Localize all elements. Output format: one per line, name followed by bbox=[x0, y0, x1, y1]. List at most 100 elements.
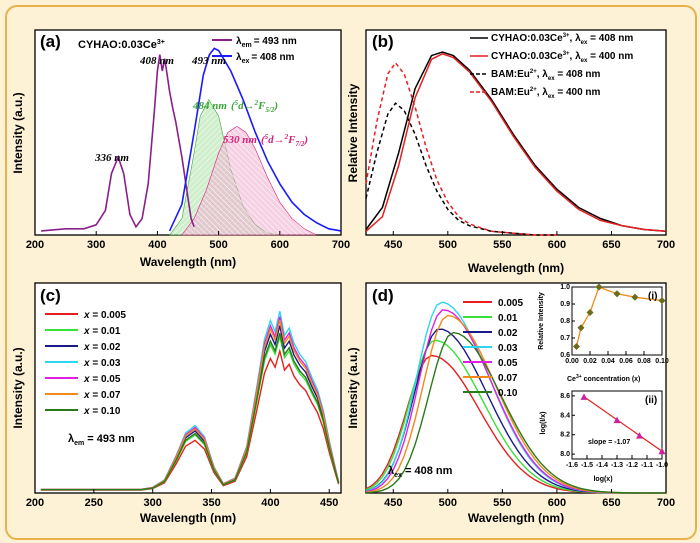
inset-ii-label: (ii) bbox=[645, 395, 657, 406]
inset-ii-x-tick-label: -1.6 bbox=[566, 462, 578, 469]
legend-value: = 0.07 bbox=[92, 390, 121, 401]
inset-ii-x-tick-label: -1.5 bbox=[581, 462, 593, 469]
legend-text: = 408 nm bbox=[555, 69, 601, 80]
inset-ii-annotation: slope = -1.07 bbox=[588, 439, 630, 446]
panel-c-x-tick-label: 200 bbox=[26, 497, 44, 509]
legend-text: , λ bbox=[570, 33, 582, 44]
panel-b-x-tick-label: 700 bbox=[657, 239, 675, 251]
annotation-408: 408 nm bbox=[139, 55, 174, 67]
inset-ii-x-tick-label: -1.4 bbox=[596, 462, 608, 469]
inset-i-xlabel: Ce3+ concentration (x) bbox=[567, 374, 640, 383]
panel-a-title: CYHAO:0.03Ce3+ bbox=[78, 39, 165, 51]
legend-var: x bbox=[83, 390, 92, 401]
panel-a-legend: λem = 493 nm λex = 408 nm bbox=[212, 36, 297, 65]
legend-sub: ex bbox=[548, 94, 555, 100]
legend-var: x bbox=[83, 358, 92, 369]
legend-text: CYHAO:0.03Ce bbox=[491, 33, 563, 44]
panel-c-x-tick-label: 300 bbox=[144, 497, 162, 509]
legend-value: = 0.05 bbox=[92, 374, 121, 385]
legend-text: BAM:Eu bbox=[491, 69, 530, 80]
panel-c-plot-area bbox=[34, 282, 342, 494]
panel-b-x-tick-label: 500 bbox=[439, 239, 457, 251]
panel-a-x-ticks: 200 300 400 500 600 700 bbox=[26, 231, 350, 251]
inset-ii-marker bbox=[636, 432, 643, 439]
panel-b-xlabel: Wavelength (nm) bbox=[468, 261, 564, 275]
panel-b-series bbox=[365, 51, 667, 236]
inset-i-x-tick-label: 0.02 bbox=[583, 358, 597, 365]
inset-i-marker bbox=[658, 297, 666, 305]
inset-ii-x-tick-label: -1.0 bbox=[656, 462, 668, 469]
panel-b: 450 500 550 600 650 700 (b) CYHAO:0.03Ce3+, λ… bbox=[346, 29, 675, 275]
panel-a-x-tick-label: 400 bbox=[148, 239, 166, 251]
panel-b-x-tick-label: 450 bbox=[384, 239, 402, 251]
inset-i-label: (i) bbox=[648, 291, 657, 302]
inset-i-ticks: 0.00 0.02 0.04 0.06 0.08 0.10 0.6 0.7 0.8 0.9 1.0 bbox=[560, 284, 669, 365]
inset-ii-ytick-label: 8.0 bbox=[560, 451, 570, 458]
legend-sup: 3+ bbox=[563, 51, 570, 57]
inset-ii-series bbox=[580, 393, 666, 455]
panel-d-x-ticks: 450 500 550 600 650 700 bbox=[384, 489, 675, 509]
panel-b-legend-label-4: BAM:Eu2+, λex = 400 nm bbox=[491, 87, 601, 100]
panel-c-x-tick-label: 400 bbox=[261, 497, 279, 509]
panel-b-legend-label-3: BAM:Eu2+, λex = 408 nm bbox=[491, 69, 601, 82]
legend-text: CYHAO:0.03Ce bbox=[491, 51, 563, 62]
panel-c-line-1 bbox=[40, 348, 340, 491]
panel-a-label: (a) bbox=[40, 32, 61, 51]
inset-i-marker bbox=[572, 342, 581, 351]
panel-b-x-tick-label: 550 bbox=[493, 239, 511, 251]
inset-i-ylabel: Relative Intensity bbox=[538, 292, 545, 350]
inset-ii-fit-line bbox=[583, 396, 663, 452]
legend-label-em: λem = 493 nm bbox=[236, 36, 297, 49]
panel-a-x-tick-label: 200 bbox=[26, 239, 44, 251]
panel-d-x-tick-label: 500 bbox=[439, 497, 457, 509]
annotation-530: 530 nm (5d→2F7/2) bbox=[223, 133, 308, 148]
inset-ii-ylabel: log(I/x) bbox=[540, 412, 547, 435]
inset-i-x-tick-label: 0.00 bbox=[565, 358, 579, 365]
panel-c-legend-label-7: x = 0.10 bbox=[83, 406, 121, 417]
panel-c-x-tick-label: 250 bbox=[85, 497, 103, 509]
legend-text: , λ bbox=[537, 87, 549, 98]
legend-var: x bbox=[83, 374, 92, 385]
panel-c-x-tick-label: 350 bbox=[202, 497, 220, 509]
inset-i: 0.00 0.02 0.04 0.06 0.08 0.100.60.70.80.91.0 … bbox=[538, 283, 669, 383]
panel-d-x-tick-label: 650 bbox=[602, 497, 620, 509]
inset-ii-ticks: -1.6 -1.5 -1.4 -1.3 -1.2 -1.1 -1.0 8.0 8.2 8.4 8.6 bbox=[560, 393, 668, 469]
panel-d-x-tick-label: 600 bbox=[548, 497, 566, 509]
legend-sub: ex bbox=[581, 40, 588, 46]
inset-i-ytick-label: 0.7 bbox=[560, 335, 570, 342]
panel-d-legend-label-4: 0.03 bbox=[498, 343, 518, 354]
legend-value: = 0.005 bbox=[92, 310, 126, 321]
panel-a-x-tick-label: 600 bbox=[271, 239, 289, 251]
panel-c-note: λem = 493 nm bbox=[68, 433, 135, 447]
panel-c-line-7 bbox=[40, 332, 340, 491]
inset-i-x-tick-label: 0.06 bbox=[619, 358, 633, 365]
panel-a-xlabel: Wavelength (nm) bbox=[140, 255, 236, 269]
inset-ii: -1.6 -1.5 -1.4 -1.3 -1.2 -1.1 -1.0 8.0 8.2 8.4 8.6… bbox=[540, 386, 668, 483]
inset-ii-x-tick-label: -1.2 bbox=[626, 462, 638, 469]
inset-i-x-tick-label: 0.04 bbox=[601, 358, 615, 365]
legend-var: x bbox=[83, 310, 92, 321]
inset-i-series bbox=[572, 283, 666, 351]
panel-d-legend-label-5: 0.05 bbox=[498, 358, 518, 369]
panel-b-x-tick-label: 600 bbox=[548, 239, 566, 251]
panel-a-x-tick-label: 500 bbox=[209, 239, 227, 251]
panel-b-ylabel: Relative Intensity bbox=[346, 83, 360, 182]
panel-d-series bbox=[365, 301, 666, 494]
legend-text: BAM:Eu bbox=[491, 87, 530, 98]
inset-i-marker bbox=[586, 308, 594, 317]
panel-d-legend: 0.005 0.01 0.02 0.03 0.05 0.07 0.10 bbox=[463, 298, 523, 399]
panel-d-legend-label-3: 0.02 bbox=[498, 328, 518, 339]
excitation-line bbox=[41, 54, 195, 232]
inset-i-ytick-label: 0.8 bbox=[560, 318, 570, 325]
panel-b-x-ticks: 450 500 550 600 650 700 bbox=[384, 231, 675, 251]
panel-d-note: λex = 408 nm bbox=[388, 465, 453, 479]
legend-var: x bbox=[83, 406, 92, 417]
panel-b-line-3 bbox=[365, 102, 557, 236]
annotation-336: 336 nm bbox=[94, 152, 129, 164]
inset-i-marker bbox=[631, 293, 639, 301]
legend-text: = 408 nm bbox=[587, 33, 633, 44]
panel-c-series bbox=[40, 310, 340, 491]
legend-value: = 0.01 bbox=[92, 326, 121, 337]
panel-d-legend-label-2: 0.01 bbox=[498, 313, 518, 324]
